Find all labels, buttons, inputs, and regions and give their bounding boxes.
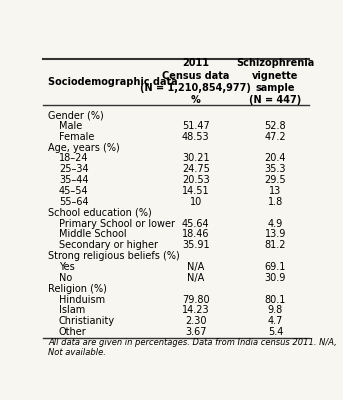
Text: No: No: [59, 273, 72, 283]
Text: Schizophrenia
vignette
sample
(N = 447): Schizophrenia vignette sample (N = 447): [236, 58, 315, 106]
Text: 47.2: 47.2: [265, 132, 286, 142]
Text: 18–24: 18–24: [59, 154, 88, 164]
Text: 35.91: 35.91: [182, 240, 210, 250]
Text: Female: Female: [59, 132, 94, 142]
Text: 45.64: 45.64: [182, 218, 210, 228]
Text: 18.46: 18.46: [182, 230, 210, 240]
Text: 2.30: 2.30: [185, 316, 206, 326]
Text: 30.9: 30.9: [265, 273, 286, 283]
Text: 20.53: 20.53: [182, 175, 210, 185]
Text: Yes: Yes: [59, 262, 74, 272]
Text: 55–64: 55–64: [59, 197, 88, 207]
Text: Other: Other: [59, 327, 86, 337]
Text: N/A: N/A: [187, 262, 204, 272]
Text: Male: Male: [59, 121, 82, 131]
Text: 2011
Census data
(N = 1,210,854,977)
%: 2011 Census data (N = 1,210,854,977) %: [140, 58, 251, 106]
Text: Hinduism: Hinduism: [59, 294, 105, 304]
Text: Age, years (%): Age, years (%): [48, 142, 120, 152]
Text: 30.21: 30.21: [182, 154, 210, 164]
Text: 80.1: 80.1: [265, 294, 286, 304]
Text: Secondary or higher: Secondary or higher: [59, 240, 158, 250]
Text: Gender (%): Gender (%): [48, 110, 104, 120]
Text: 4.9: 4.9: [268, 218, 283, 228]
Text: Sociodemographic data: Sociodemographic data: [48, 77, 178, 87]
Text: 24.75: 24.75: [182, 164, 210, 174]
Text: 69.1: 69.1: [265, 262, 286, 272]
Text: 35–44: 35–44: [59, 175, 88, 185]
Text: 10: 10: [190, 197, 202, 207]
Text: Christianity: Christianity: [59, 316, 115, 326]
Text: 13.9: 13.9: [265, 230, 286, 240]
Text: 51.47: 51.47: [182, 121, 210, 131]
Text: Religion (%): Religion (%): [48, 284, 107, 294]
Text: Strong religious beliefs (%): Strong religious beliefs (%): [48, 251, 180, 261]
Text: 1.8: 1.8: [268, 197, 283, 207]
Text: N/A: N/A: [187, 273, 204, 283]
Text: Middle School: Middle School: [59, 230, 127, 240]
Text: 13: 13: [269, 186, 282, 196]
Text: 48.53: 48.53: [182, 132, 210, 142]
Text: 79.80: 79.80: [182, 294, 210, 304]
Text: Islam: Islam: [59, 305, 85, 315]
Text: 45–54: 45–54: [59, 186, 88, 196]
Text: Primary School or lower: Primary School or lower: [59, 218, 175, 228]
Text: 9.8: 9.8: [268, 305, 283, 315]
Text: 14.23: 14.23: [182, 305, 210, 315]
Text: 3.67: 3.67: [185, 327, 206, 337]
Text: 52.8: 52.8: [265, 121, 286, 131]
Text: 14.51: 14.51: [182, 186, 210, 196]
Text: 20.4: 20.4: [265, 154, 286, 164]
Text: 4.7: 4.7: [268, 316, 283, 326]
Text: 29.5: 29.5: [265, 175, 286, 185]
Text: 25–34: 25–34: [59, 164, 88, 174]
Text: 5.4: 5.4: [268, 327, 283, 337]
Text: 81.2: 81.2: [265, 240, 286, 250]
Text: All data are given in percentages. Data from India census 2011. N/A, Not availab: All data are given in percentages. Data …: [48, 338, 337, 357]
Text: 35.3: 35.3: [265, 164, 286, 174]
Text: School education (%): School education (%): [48, 208, 152, 218]
